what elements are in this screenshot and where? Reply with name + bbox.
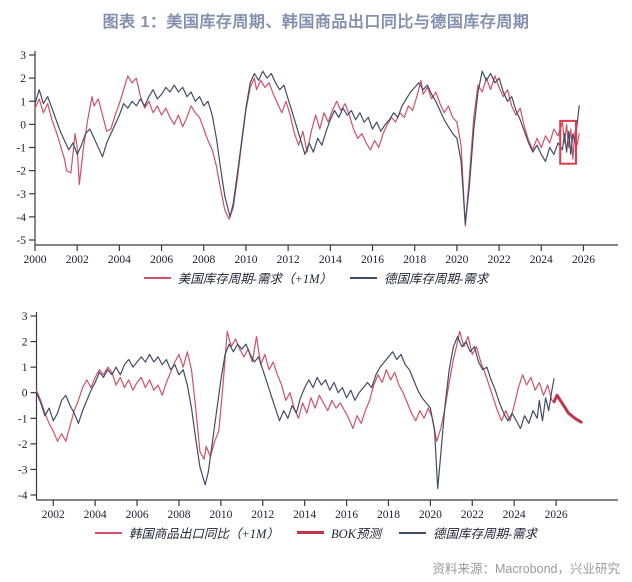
germany-line-swatch-icon [398, 531, 426, 534]
svg-text:2006: 2006 [150, 254, 173, 266]
svg-text:-5: -5 [16, 235, 26, 247]
svg-text:2010: 2010 [234, 254, 257, 266]
svg-text:2018: 2018 [403, 254, 426, 266]
svg-text:2012: 2012 [277, 254, 300, 266]
svg-text:3: 3 [20, 50, 26, 62]
svg-text:2016: 2016 [361, 254, 384, 266]
bok-line-swatch-icon [296, 531, 324, 534]
legend-label: 德国库存周期-需求 [432, 527, 538, 541]
svg-text:2016: 2016 [335, 509, 358, 521]
bottom-chart-legend: 韩国商品出口同比（+1M） BOK预测 德国库存周期-需求 [0, 523, 632, 542]
svg-text:-4: -4 [18, 490, 28, 502]
us-line-swatch-icon [143, 276, 171, 279]
germany-line-swatch-icon [350, 276, 378, 279]
svg-text:1: 1 [22, 362, 28, 374]
korea-line-swatch-icon [94, 531, 122, 534]
svg-text:2010: 2010 [209, 509, 232, 521]
svg-text:2024: 2024 [530, 254, 553, 266]
top-chart-us-germany-inventory-cycle: 3 2 1 0 -1 -2 -3 -4 -5 2000 2002 2004 2006 2008 2010 20… [16, 50, 618, 266]
svg-text:1: 1 [20, 96, 26, 108]
svg-text:2000: 2000 [24, 254, 47, 266]
svg-text:2004: 2004 [108, 254, 131, 266]
svg-text:2014: 2014 [319, 254, 342, 266]
svg-text:-2: -2 [18, 439, 28, 451]
svg-text:2014: 2014 [293, 509, 316, 521]
svg-text:-1: -1 [18, 413, 28, 425]
svg-text:2020: 2020 [445, 254, 468, 266]
svg-text:2002: 2002 [42, 509, 65, 521]
svg-text:2004: 2004 [84, 509, 107, 521]
legend-label: 韩国商品出口同比（+1M） [128, 527, 279, 541]
svg-text:-2: -2 [16, 166, 26, 178]
svg-text:2026: 2026 [545, 509, 568, 521]
svg-text:2012: 2012 [251, 509, 274, 521]
svg-text:3: 3 [22, 311, 28, 323]
svg-text:-1: -1 [16, 143, 26, 155]
svg-text:2: 2 [22, 337, 28, 349]
source-attribution: 资料来源：Macrobond，兴业研究 [432, 562, 620, 576]
legend-label: BOK预测 [330, 527, 381, 541]
svg-text:0: 0 [22, 388, 28, 400]
svg-text:0: 0 [20, 119, 26, 131]
svg-text:2008: 2008 [167, 509, 190, 521]
legend-item-germany-inventory: 德国库存周期-需求 [350, 268, 488, 287]
top-chart-legend: 美国库存周期-需求（+1M） 德国库存周期-需求 [0, 268, 632, 287]
svg-text:2006: 2006 [126, 509, 149, 521]
bottom-chart-korea-exports-germany-cycle: 3 2 1 0 -1 -2 -3 -4 2002 2004 2006 2008 2010 2012 2014… [18, 311, 618, 521]
svg-text:2002: 2002 [66, 254, 89, 266]
svg-text:2026: 2026 [572, 254, 595, 266]
svg-text:2008: 2008 [192, 254, 215, 266]
svg-text:2020: 2020 [419, 509, 442, 521]
figure-title: 图表 1：美国库存周期、韩国商品出口同比与德国库存周期 [102, 14, 530, 31]
legend-item-us-inventory: 美国库存周期-需求（+1M） [143, 268, 333, 287]
legend-label: 美国库存周期-需求（+1M） [177, 272, 333, 286]
legend-label: 德国库存周期-需求 [384, 272, 489, 286]
svg-text:2: 2 [20, 73, 26, 85]
legend-item-korea-exports: 韩国商品出口同比（+1M） [94, 523, 279, 542]
legend-item-germany-inventory: 德国库存周期-需求 [398, 523, 538, 542]
svg-text:-4: -4 [16, 212, 26, 224]
svg-text:-3: -3 [18, 464, 28, 476]
svg-text:2022: 2022 [488, 254, 511, 266]
svg-text:2024: 2024 [503, 509, 526, 521]
highlight-box-annotation [559, 119, 578, 165]
svg-text:2022: 2022 [461, 509, 484, 521]
svg-text:-3: -3 [16, 189, 26, 201]
svg-text:2018: 2018 [377, 509, 400, 521]
legend-item-bok-forecast: BOK预测 [296, 523, 381, 542]
